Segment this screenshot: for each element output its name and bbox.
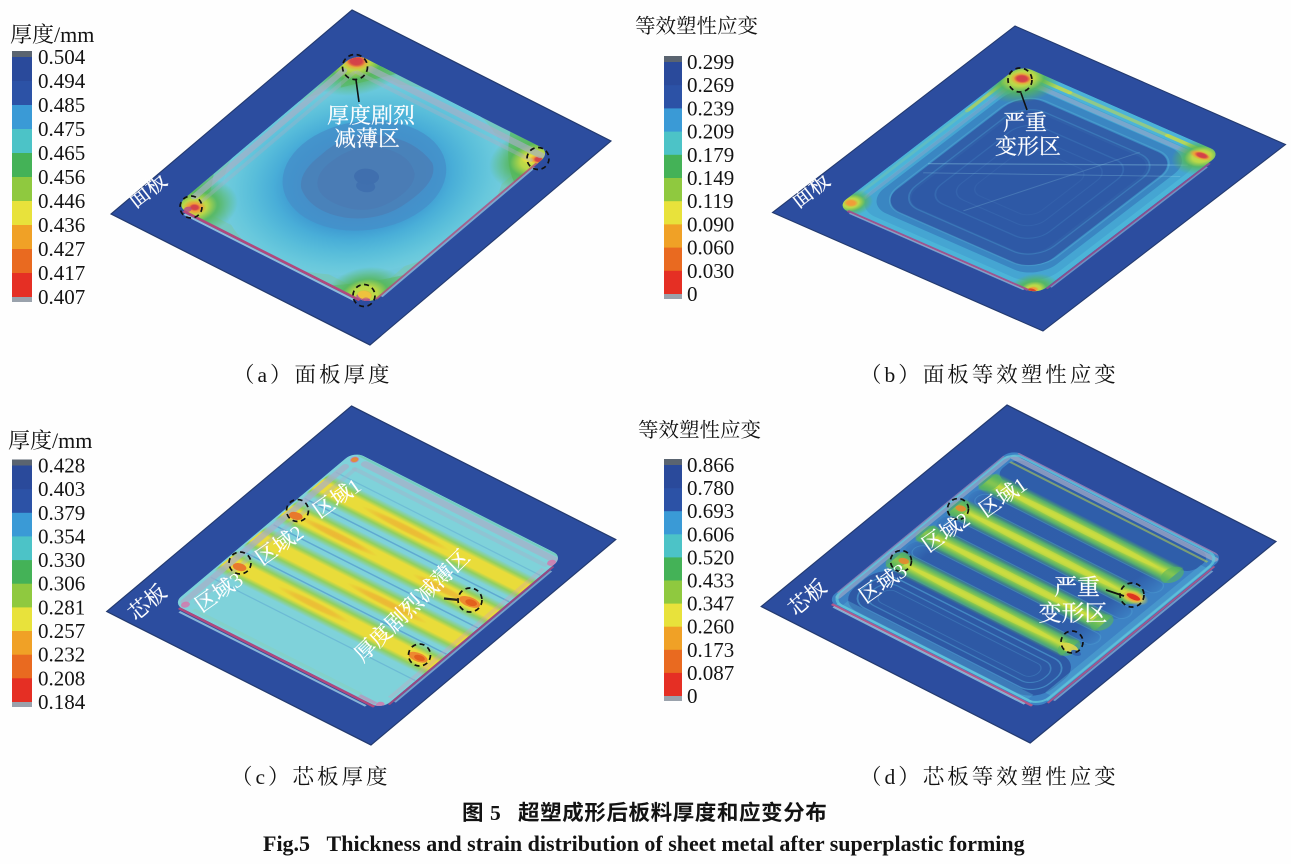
svg-text:0.184: 0.184 xyxy=(38,690,86,714)
svg-text:0.520: 0.520 xyxy=(687,545,734,569)
svg-text:0.239: 0.239 xyxy=(687,96,734,120)
svg-text:Fig.5 Thickness and strain d: Fig.5 Thickness and strain distribution … xyxy=(263,831,1025,856)
svg-text:0.179: 0.179 xyxy=(687,143,734,167)
svg-text:0.866: 0.866 xyxy=(687,453,734,477)
svg-text:0.475: 0.475 xyxy=(38,117,85,141)
svg-text:0.260: 0.260 xyxy=(687,615,734,639)
svg-text:/mm: /mm xyxy=(52,428,92,453)
svg-text:0.465: 0.465 xyxy=(38,141,85,165)
svg-text:0: 0 xyxy=(687,282,698,306)
svg-text:0.485: 0.485 xyxy=(38,93,85,117)
svg-text:0.149: 0.149 xyxy=(687,166,734,190)
svg-text:0.209: 0.209 xyxy=(687,120,734,144)
svg-text:0.090: 0.090 xyxy=(687,212,734,236)
svg-text:0.060: 0.060 xyxy=(687,236,734,260)
svg-text:c: c xyxy=(256,765,266,789)
svg-text:0.417: 0.417 xyxy=(38,261,85,285)
svg-text:0.257: 0.257 xyxy=(38,619,85,643)
svg-text:0.354: 0.354 xyxy=(38,524,86,548)
svg-text:0.232: 0.232 xyxy=(38,643,85,667)
svg-text:0.780: 0.780 xyxy=(687,476,734,500)
svg-text:0.436: 0.436 xyxy=(38,213,85,237)
svg-text:0.087: 0.087 xyxy=(687,661,734,685)
svg-text:b: b xyxy=(885,363,896,387)
svg-text:0.428: 0.428 xyxy=(38,454,85,478)
svg-text:0.407: 0.407 xyxy=(38,285,85,309)
svg-text:0.403: 0.403 xyxy=(38,477,85,501)
svg-text:a: a xyxy=(258,363,268,387)
svg-text:0.030: 0.030 xyxy=(687,259,734,283)
svg-text:0.281: 0.281 xyxy=(38,595,85,619)
svg-text:0.427: 0.427 xyxy=(38,237,85,261)
svg-text:0.693: 0.693 xyxy=(687,499,734,523)
svg-text:5: 5 xyxy=(490,801,501,825)
svg-text:0.299: 0.299 xyxy=(687,50,734,74)
svg-text:/mm: /mm xyxy=(54,22,94,47)
svg-text:0.606: 0.606 xyxy=(687,522,734,546)
svg-text:0.330: 0.330 xyxy=(38,548,85,572)
svg-text:0.494: 0.494 xyxy=(38,69,86,93)
svg-text:0.306: 0.306 xyxy=(38,572,85,596)
svg-text:d: d xyxy=(885,765,896,789)
svg-text:0.433: 0.433 xyxy=(687,569,734,593)
svg-text:0.446: 0.446 xyxy=(38,189,85,213)
svg-text:0.269: 0.269 xyxy=(687,73,734,97)
svg-text:0.504: 0.504 xyxy=(38,45,86,69)
svg-text:0.173: 0.173 xyxy=(687,638,734,662)
svg-text:0.119: 0.119 xyxy=(687,189,733,213)
svg-text:0.347: 0.347 xyxy=(687,592,734,616)
svg-text:0: 0 xyxy=(687,684,698,708)
svg-text:0.456: 0.456 xyxy=(38,165,85,189)
svg-text:0.208: 0.208 xyxy=(38,666,85,690)
svg-text:0.379: 0.379 xyxy=(38,501,85,525)
